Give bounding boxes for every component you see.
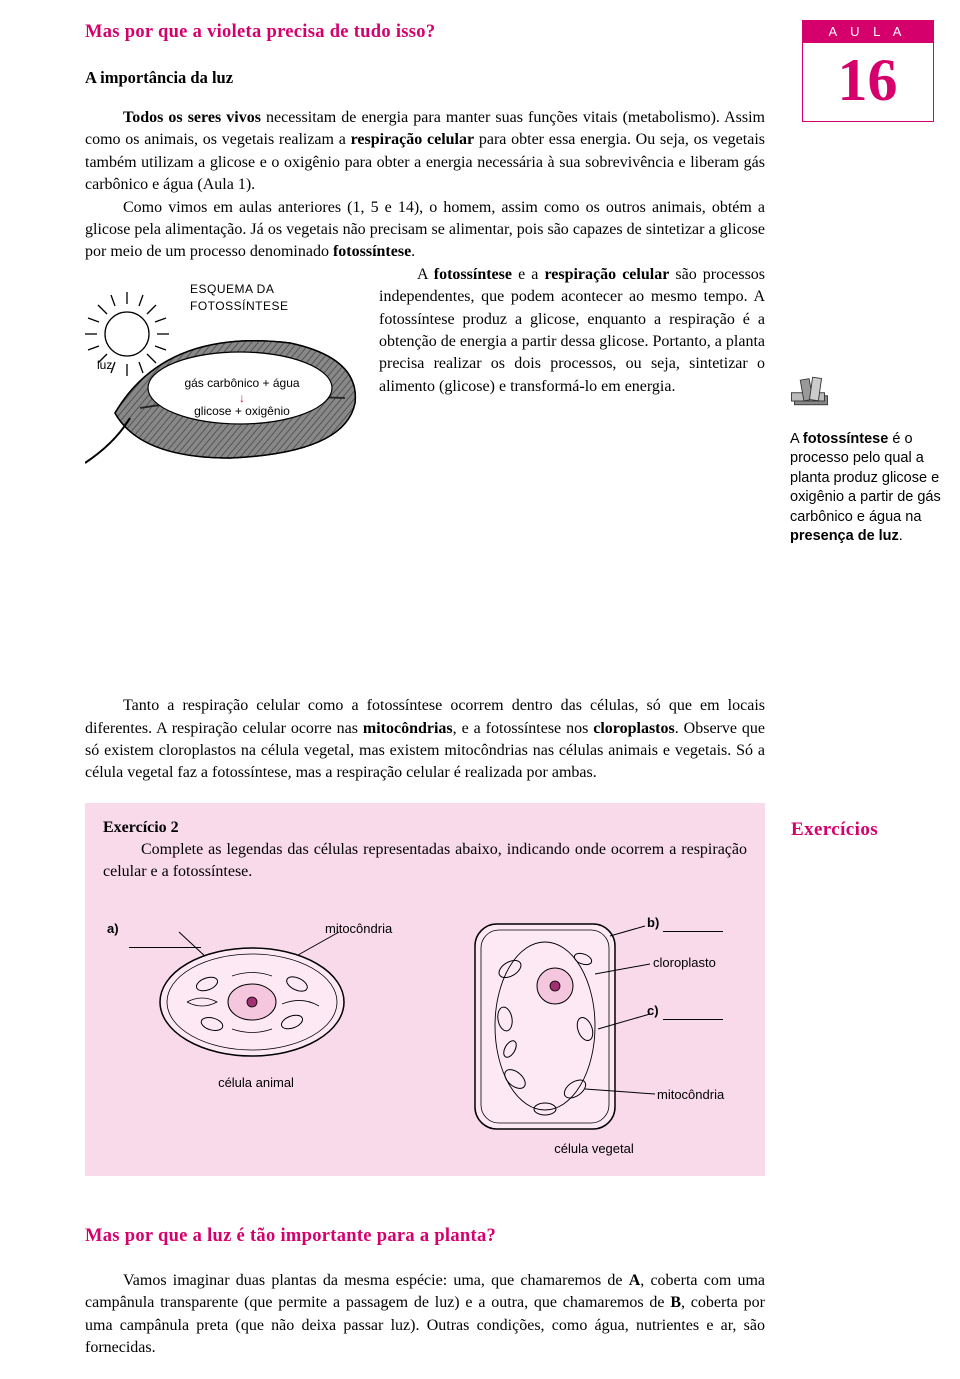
aula-number: 16: [803, 43, 933, 121]
section1c-p4: Tanto a respiração celular como a fotoss…: [85, 695, 765, 785]
diagram-line2: glicose + oxigênio: [177, 403, 307, 420]
cells-row: a): [103, 914, 747, 1158]
side-column: A U L A 16 A fotossíntese é o processo p…: [790, 20, 945, 547]
section1-title: Mas por que a violeta precisa de tudo is…: [85, 20, 765, 46]
label-mito-b: mitocôndria: [657, 1086, 724, 1104]
exercise-heading: Exercícios: [791, 819, 878, 840]
section2-title: Mas por que a luz é tão importante para …: [85, 1224, 765, 1250]
section1b-p3: A fotossíntese e a respiração celular sã…: [379, 264, 765, 695]
sidebar-note: A fotossíntese é o processo pelo qual a …: [790, 430, 945, 547]
exercise-title: Exercício 2: [103, 817, 747, 839]
aula-box: A U L A 16: [802, 20, 934, 122]
label-c: c): [647, 1002, 723, 1020]
exercise-text: Complete as legendas das células represe…: [103, 839, 747, 884]
exercise-box: Exercício 2 Complete as legendas das cél…: [85, 803, 765, 1176]
section1-subtitle: A importância da luz: [85, 66, 765, 89]
diagram-title: ESQUEMA DA FOTOSSÍNTESE: [190, 281, 365, 315]
main-column: Mas por que a violeta precisa de tudo is…: [85, 20, 765, 1359]
plant-cell-block: b) cloroplasto c) mitocôndria célula veg…: [445, 914, 743, 1158]
blank-b[interactable]: [663, 931, 723, 932]
exercise-heading-wrap: Exercícios: [791, 817, 878, 844]
section2-p1: Vamos imaginar duas plantas da mesma esp…: [85, 1270, 765, 1360]
animal-cell-block: a): [107, 914, 405, 1092]
books-icon: [790, 372, 945, 429]
photosynthesis-diagram: ESQUEMA DA FOTOSSÍNTESE luz gás carbônic…: [85, 268, 365, 695]
caption-animal: célula animal: [107, 1074, 405, 1092]
section1-p1: Todos os seres vivos necessitam de energ…: [85, 107, 765, 197]
diagram-luz: luz: [97, 357, 112, 374]
diagram-row: ESQUEMA DA FOTOSSÍNTESE luz gás carbônic…: [85, 268, 765, 695]
section1-p2: Como vimos em aulas anteriores (1, 5 e 1…: [85, 197, 765, 264]
label-mito-a: mitocôndria: [325, 920, 392, 938]
label-cloro: cloroplasto: [653, 954, 716, 972]
aula-label: A U L A: [803, 21, 933, 43]
label-b: b): [647, 914, 723, 932]
blank-c[interactable]: [663, 1019, 723, 1020]
